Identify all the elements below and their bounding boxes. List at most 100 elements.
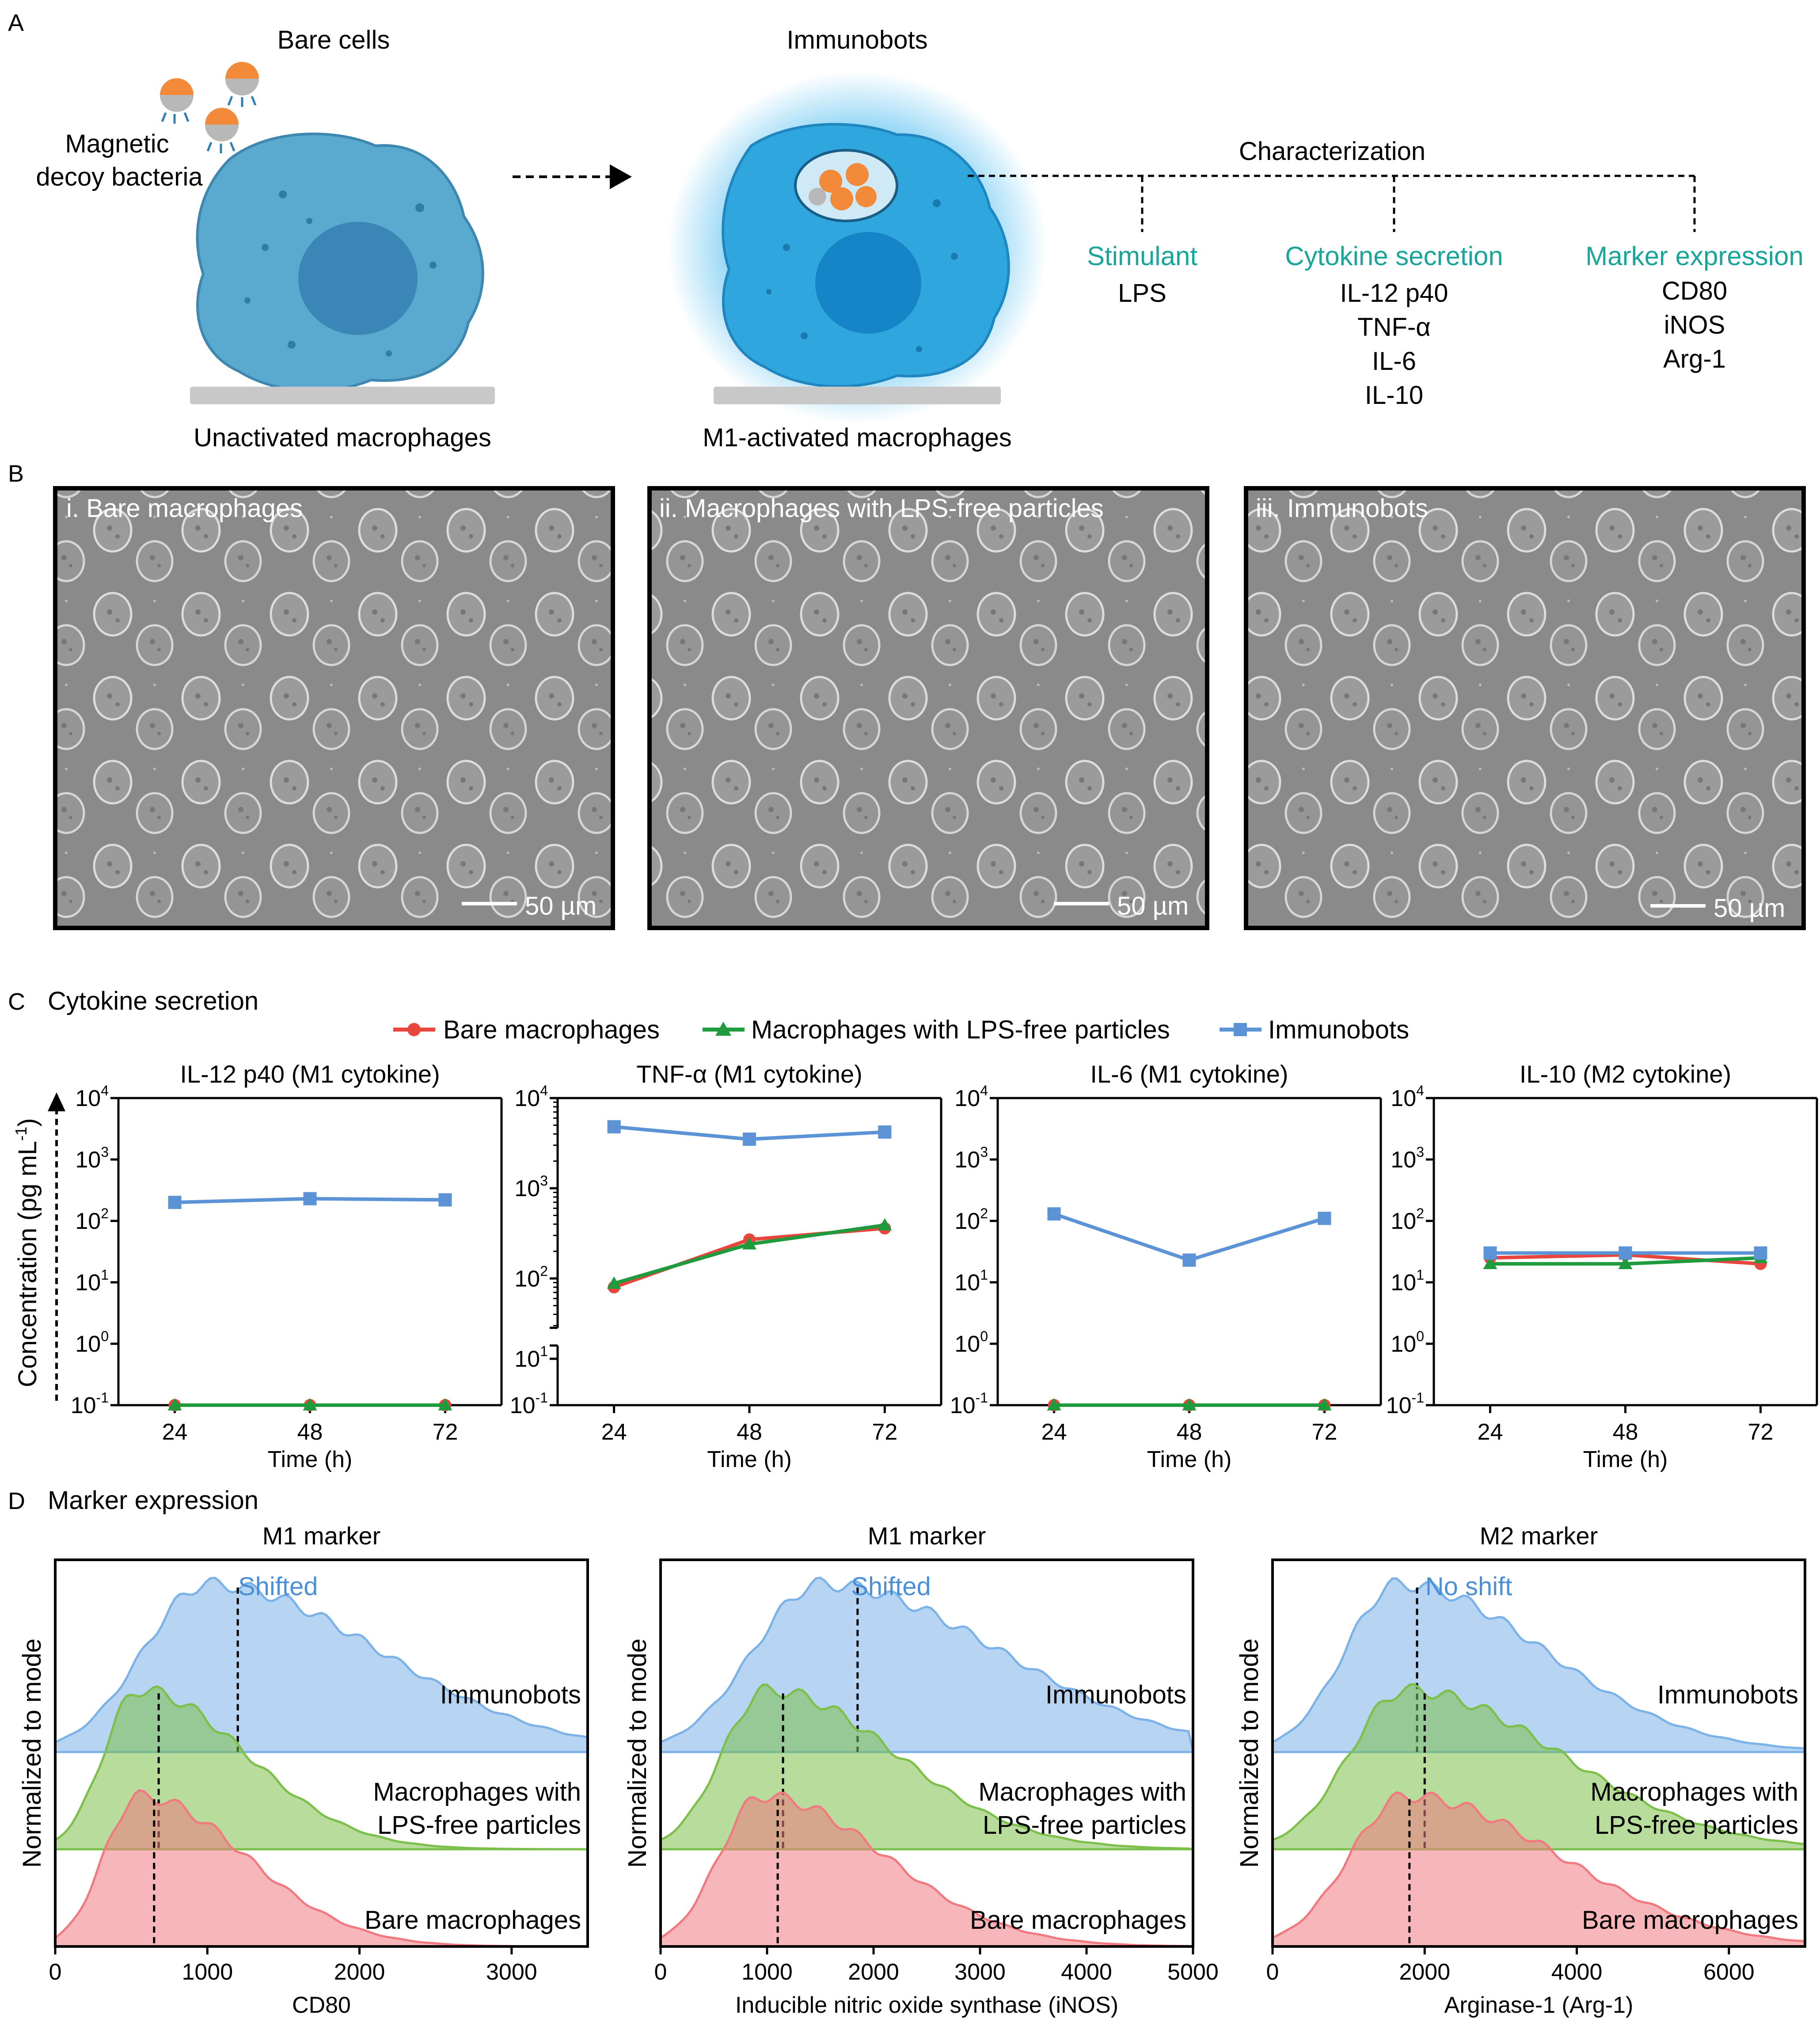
y-tick-label: 102 (954, 1205, 988, 1234)
tick-exp: 1 (1416, 1267, 1424, 1283)
tick-base: 10 (75, 1270, 101, 1296)
tick-exp: 0 (980, 1328, 988, 1344)
tick-base: 10 (514, 1086, 540, 1111)
x-tick-label: 24 (601, 1419, 627, 1445)
svg-text:Concentration (pg mL-1): Concentration (pg mL-1) (12, 1118, 42, 1387)
tick-base: 10 (514, 1176, 540, 1201)
x-tick-label: 1000 (741, 1959, 793, 1985)
y-tick-label: 104 (75, 1083, 109, 1111)
series-line (1053, 1212, 1325, 1262)
scale-bar-label: 50 µm (1117, 892, 1189, 920)
micrograph-caption: ii. Macrophages with LPS-free particles (659, 494, 1104, 523)
data-point (742, 1237, 756, 1250)
tick-exp: -1 (96, 1390, 109, 1406)
x-tick-label: 2000 (334, 1959, 385, 1985)
panel-a-letter: A (8, 10, 24, 36)
x-tick-label: 1000 (182, 1959, 233, 1985)
y-tick-label: 101 (1391, 1267, 1424, 1296)
y-tick-label: 103 (514, 1173, 548, 1201)
data-point (1047, 1207, 1061, 1221)
y-tick-label: 100 (954, 1328, 988, 1357)
chart-title: M1 marker (868, 1522, 986, 1550)
legend: Bare macrophages Macrophages with LPS-fr… (393, 1015, 1409, 1044)
stimulant-item: LPS (1118, 279, 1166, 308)
marker-item: iNOS (1664, 311, 1725, 339)
activated-label: M1-activated macrophages (703, 423, 1012, 452)
series-label: Macrophages with (978, 1778, 1186, 1806)
tick-base: 10 (954, 1086, 980, 1111)
histogram-area (659, 1791, 1193, 1948)
tick-base: 10 (75, 1086, 101, 1111)
y-tick-label: 103 (954, 1144, 988, 1173)
x-tick-label: 0 (49, 1959, 62, 1985)
tick-base: 10 (510, 1393, 536, 1418)
shift-label: No shift (1425, 1572, 1512, 1601)
tick-exp: 1 (980, 1267, 988, 1283)
activated-cell-icon (667, 71, 1047, 424)
y-axis-label: Normalized to mode (623, 1638, 652, 1868)
series-label: Bare macrophages (970, 1906, 1186, 1935)
x-tick-label: 48 (1177, 1419, 1202, 1445)
tick-exp: 4 (540, 1083, 548, 1099)
cytokine-item: TNF-α (1357, 313, 1431, 342)
x-tick-label: 24 (1478, 1419, 1503, 1445)
tick-exp: 4 (980, 1083, 988, 1099)
frame (659, 1558, 1194, 1948)
x-axis-label: Time (h) (1583, 1447, 1668, 1472)
tick-base: 10 (954, 1147, 980, 1173)
cytokine-item: IL-10 (1365, 381, 1423, 410)
marker-title: Marker expression (1585, 241, 1804, 271)
x-tick-label: 2000 (848, 1959, 899, 1985)
tick-exp: 4 (1416, 1083, 1424, 1099)
y-axis-label-group: Normalized to mode (1235, 1638, 1264, 1868)
ylabel-close: ) (13, 1118, 42, 1126)
y-tick-label: 10-1 (71, 1390, 109, 1418)
stimulant-title: Stimulant (1087, 241, 1197, 271)
tick-exp: 0 (1416, 1328, 1424, 1344)
micrograph-lps-free: ii. Macrophages with LPS-free particles … (647, 486, 1209, 930)
tick-base: 10 (954, 1331, 980, 1357)
tick-exp: 2 (101, 1205, 109, 1221)
micrograph-caption: i. Bare macrophages (66, 494, 303, 523)
cytokine-chart: IL-12 p40 (M1 cytokine)10-11001011021031… (71, 1060, 503, 1472)
characterization-tree (968, 175, 1696, 232)
tick-base: 10 (1391, 1147, 1416, 1173)
x-tick-label: 3000 (486, 1959, 537, 1985)
x-tick-label: 0 (1266, 1959, 1279, 1985)
tick-exp: 1 (101, 1267, 109, 1283)
bare-cells-label: Bare cells (277, 26, 390, 54)
tick-base: 10 (514, 1266, 540, 1292)
panel-c-title: Cytokine secretion (48, 987, 258, 1015)
cytokine-item: IL-12 p40 (1340, 279, 1448, 308)
x-axis-label: Time (h) (707, 1447, 792, 1472)
series-label: Macrophages with (373, 1778, 581, 1806)
panel-d-letter: D (8, 1488, 25, 1514)
tick-base: 10 (1391, 1270, 1416, 1296)
micrograph-caption: iii. Immunobots (1256, 494, 1428, 523)
data-point (1618, 1257, 1633, 1270)
tick-exp: 2 (540, 1263, 548, 1279)
y-tick-label: 100 (1391, 1328, 1424, 1357)
legend-item-bare: Bare macrophages (393, 1015, 660, 1044)
data-point (167, 1398, 182, 1410)
series-label: Bare macrophages (1582, 1906, 1798, 1935)
x-tick-label: 48 (737, 1419, 762, 1445)
cytokine-title: Cytokine secretion (1285, 241, 1503, 271)
x-tick-label: 0 (654, 1959, 667, 1985)
cytokine-charts: IL-12 p40 (M1 cytokine)10-11001011021031… (71, 1060, 1818, 1472)
y-tick-label: 100 (75, 1328, 109, 1357)
x-tick-label: 2000 (1399, 1959, 1450, 1985)
data-point (1047, 1398, 1061, 1410)
x-tick-label: 3000 (954, 1959, 1006, 1985)
data-point (607, 1276, 621, 1289)
unactivated-label: Unactivated macrophages (194, 423, 491, 452)
tick-exp: 3 (1416, 1144, 1424, 1160)
tick-exp: -1 (976, 1390, 988, 1406)
shift-label: Shifted (238, 1572, 318, 1601)
x-axis-label: Arginase-1 (Arg-1) (1444, 1992, 1634, 2018)
data-point (878, 1125, 892, 1139)
data-point (303, 1192, 317, 1205)
histogram-chart: M1 marker Shifted Immunobots Macrophages wi… (623, 1522, 1219, 2018)
